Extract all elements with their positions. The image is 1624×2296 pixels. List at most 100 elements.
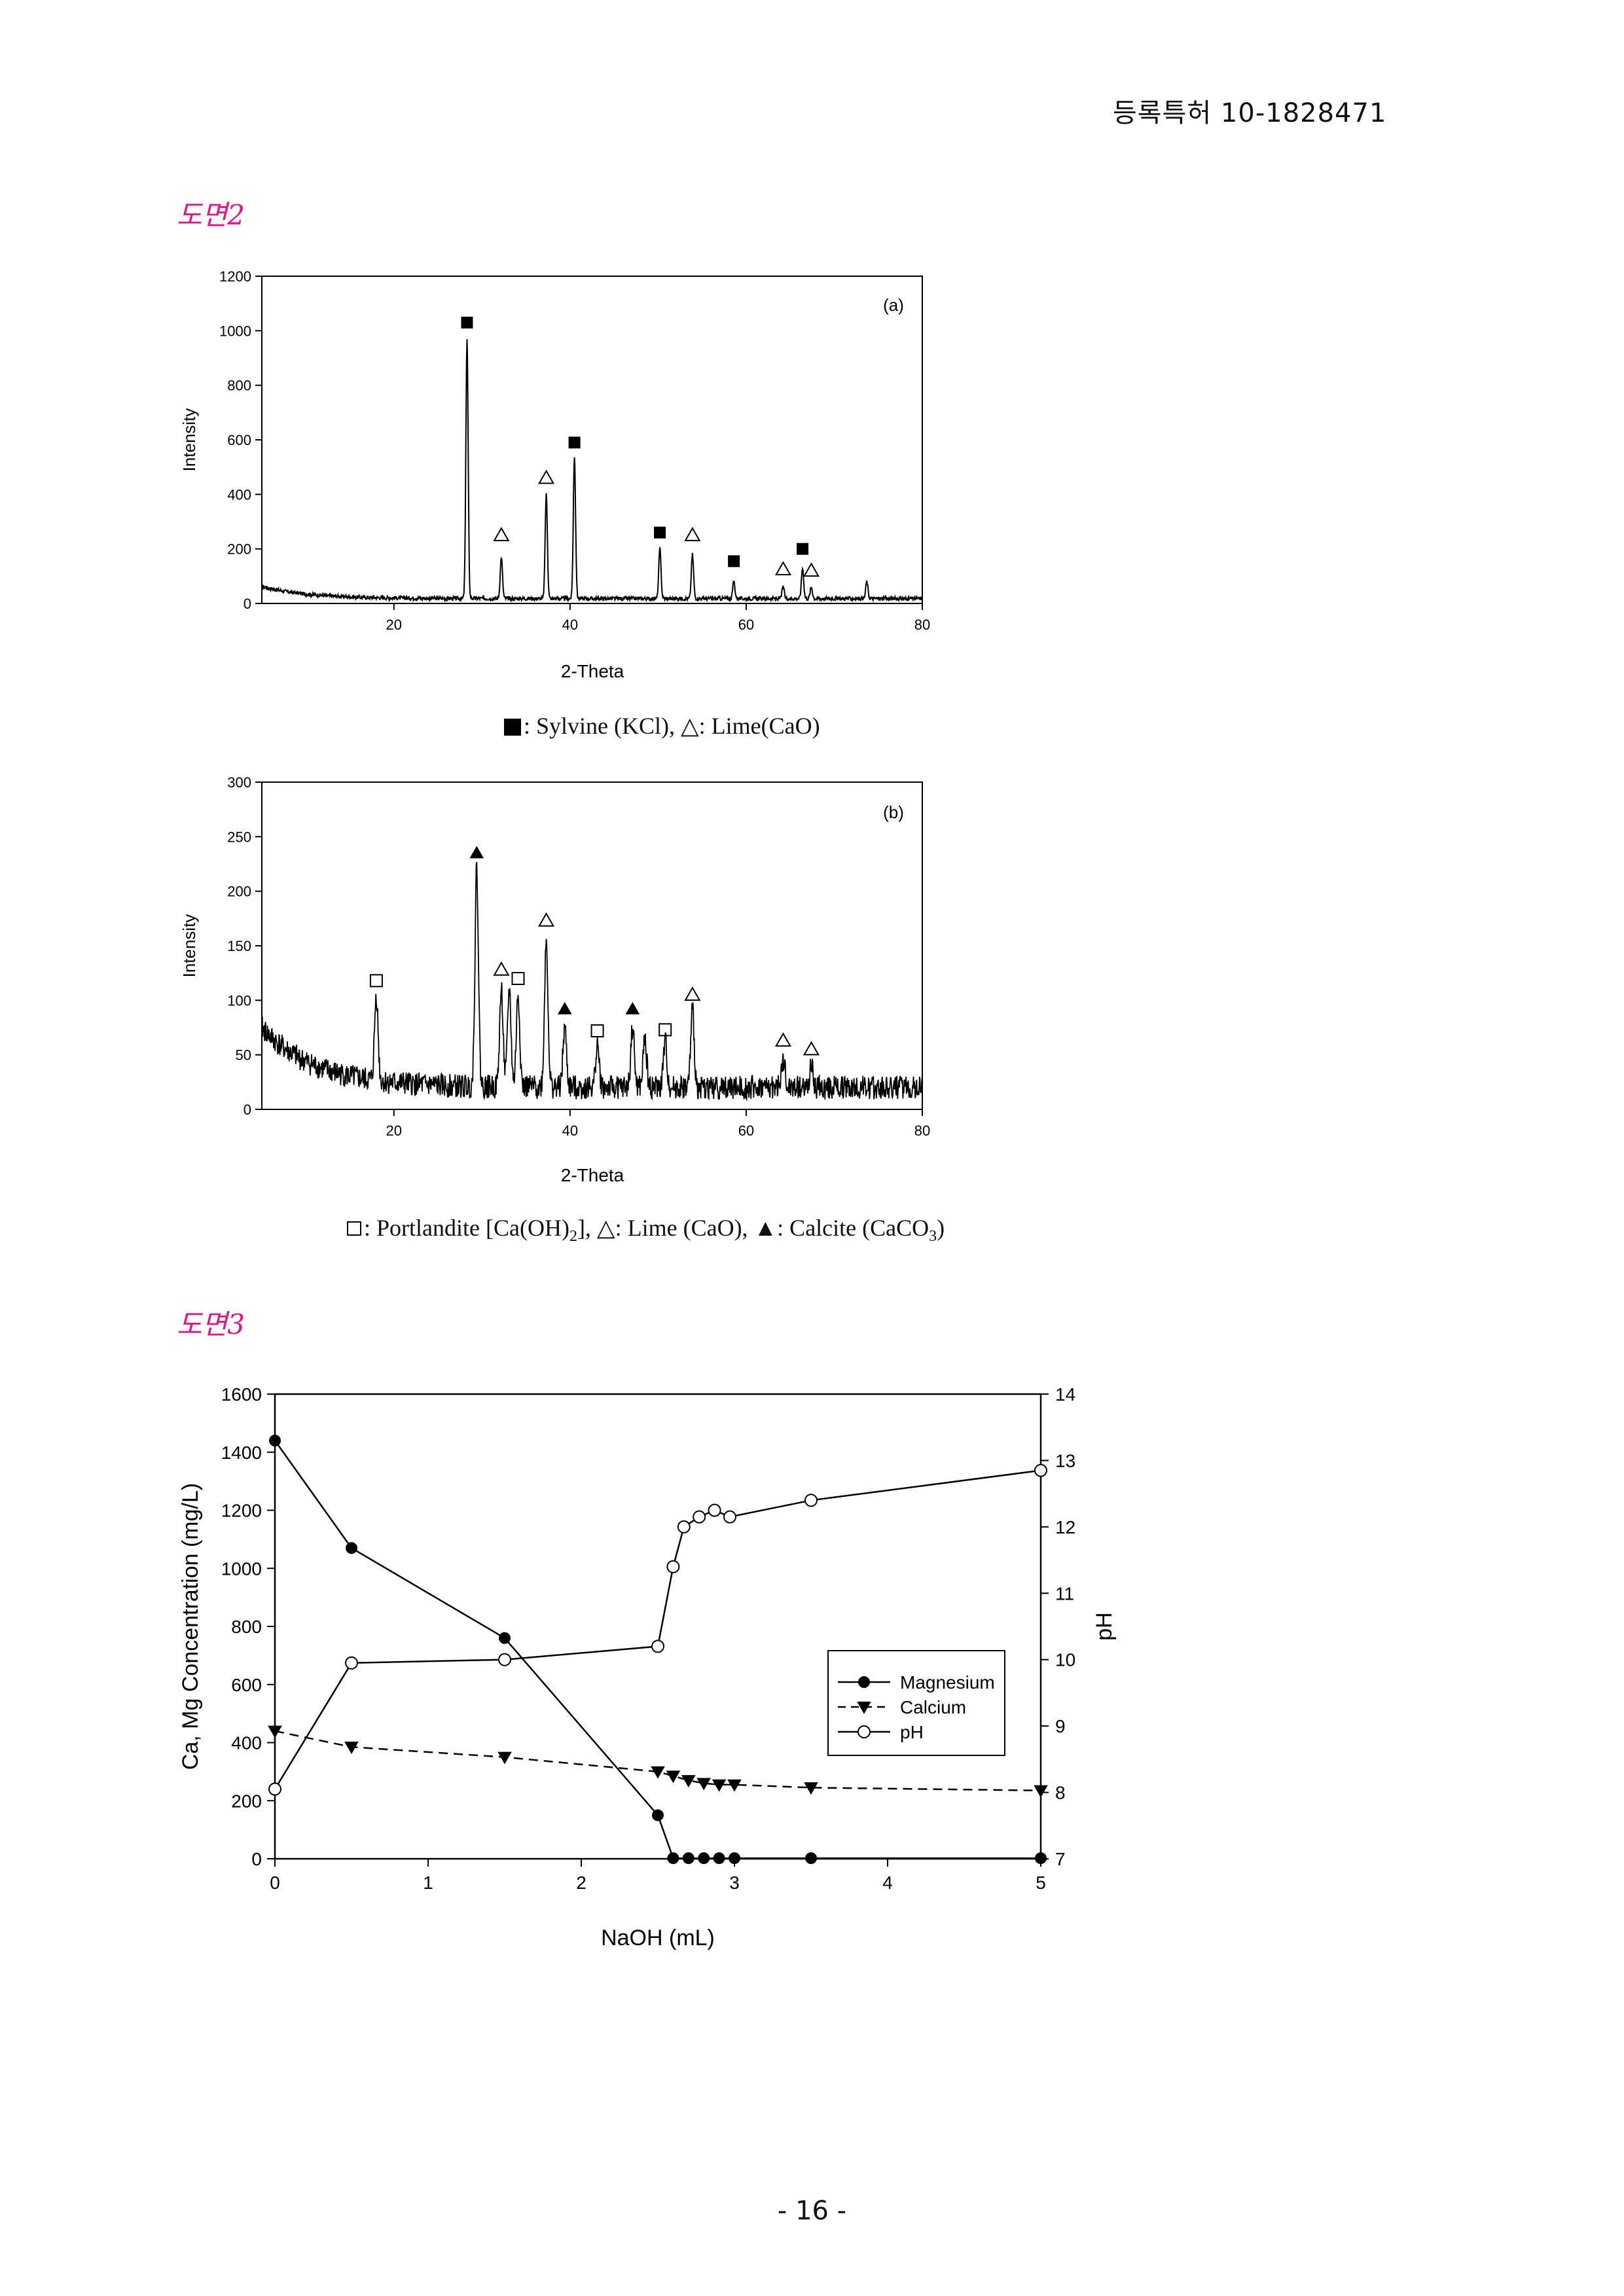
data-point <box>677 1520 691 1534</box>
legend-text: : Sylvine (KCl), △: Lime(CaO) <box>524 713 820 739</box>
data-point <box>1034 1785 1048 1798</box>
open-square-marker <box>659 1023 672 1037</box>
data-point <box>712 1779 727 1792</box>
y-tick-label: 150 <box>227 938 251 954</box>
x-axis-label: NaOH (mL) <box>601 1926 715 1950</box>
y-tick-label: 50 <box>236 1047 251 1064</box>
y-tick-label: 0 <box>244 1102 251 1118</box>
y-left-tick-label: 800 <box>231 1617 262 1637</box>
x-tick-label: 2 <box>576 1873 586 1893</box>
series-calcium <box>268 1725 1048 1798</box>
y-right-tick-label: 13 <box>1055 1450 1075 1471</box>
data-point <box>268 1725 282 1738</box>
y-left-tick-label: 200 <box>231 1791 262 1811</box>
series-ph <box>268 1463 1047 1796</box>
data-point <box>698 1852 710 1865</box>
open-triangle-marker <box>774 561 791 576</box>
open-triangle-marker <box>538 469 555 484</box>
data-point <box>499 1632 511 1644</box>
y-right-tick-label: 14 <box>1055 1384 1075 1405</box>
x-tick-label: 20 <box>386 1122 402 1139</box>
data-point <box>666 1560 680 1573</box>
data-point <box>269 1435 281 1446</box>
plot-frame <box>261 276 923 604</box>
y-tick-label: 1000 <box>219 323 251 339</box>
panel-tag: (a) <box>883 295 904 315</box>
y-right-tick-label: 10 <box>1055 1650 1075 1670</box>
series-magnesium <box>269 1435 1047 1865</box>
data-point <box>651 1766 665 1779</box>
open-square-marker <box>590 1024 604 1037</box>
legend-subscript-3: 3 <box>929 1228 937 1246</box>
data-point <box>344 1742 359 1754</box>
xrd-chart-a: 0 200 400 600 800 1000 1200 20 40 60 80 (a) 2-The… <box>179 268 930 681</box>
data-point <box>666 1770 681 1784</box>
data-point <box>708 1503 721 1517</box>
open-triangle-marker <box>538 912 555 927</box>
y-tick-label: 600 <box>227 432 251 448</box>
y-right-tick-label: 12 <box>1055 1517 1075 1537</box>
legend-marker <box>857 1725 871 1738</box>
filled-square-icon <box>504 719 521 736</box>
y-axis-right-label: pH <box>1092 1612 1117 1640</box>
data-point <box>682 1852 695 1865</box>
open-triangle-marker <box>684 527 701 541</box>
legend-marker <box>858 1676 870 1688</box>
open-triangle-marker <box>774 1032 791 1047</box>
y-tick-label: 200 <box>227 884 251 900</box>
open-square-icon <box>347 1221 361 1236</box>
legend-caption-a: : Sylvine (KCl), △: Lime(CaO) <box>504 712 820 740</box>
x-tick-label: 60 <box>738 617 754 633</box>
y-right-tick-label: 11 <box>1055 1583 1074 1604</box>
y-right-tick-label: 8 <box>1055 1783 1066 1803</box>
legend-entry-calcium: Calcium <box>900 1697 966 1717</box>
x-tick-label: 60 <box>738 1122 754 1139</box>
open-triangle-marker <box>493 961 510 976</box>
data-point <box>346 1542 357 1554</box>
y-tick-label: 250 <box>227 829 251 845</box>
filled-square-marker <box>568 437 581 449</box>
page-number: - 16 - <box>777 2196 847 2226</box>
x-tick-label: 1 <box>423 1873 433 1893</box>
legend-marker <box>857 1701 871 1714</box>
data-point <box>268 1782 281 1796</box>
legend-box <box>827 1650 1005 1756</box>
data-point <box>729 1852 740 1865</box>
data-point <box>345 1656 358 1670</box>
y-left-tick-label: 0 <box>251 1849 262 1869</box>
x-tick-label: 0 <box>270 1873 280 1893</box>
data-point <box>497 1751 512 1765</box>
data-point <box>652 1809 664 1821</box>
y-axis-label: Intensity <box>179 914 199 978</box>
data-point <box>696 1778 711 1791</box>
y-tick-label: 100 <box>227 992 251 1009</box>
y-left-tick-label: 1600 <box>221 1384 262 1405</box>
legend: Magnesium Calcium pH <box>827 1650 1005 1756</box>
data-point <box>693 1510 706 1524</box>
data-point <box>713 1852 725 1865</box>
filled-square-marker <box>461 316 473 329</box>
filled-square-marker <box>654 526 666 539</box>
data-point <box>804 1494 818 1507</box>
open-square-marker <box>511 972 525 985</box>
y-tick-label: 400 <box>227 486 251 503</box>
y-axis-label: Intensity <box>179 408 199 472</box>
y-left-tick-label: 1400 <box>221 1443 262 1463</box>
x-tick-label: 40 <box>562 1122 578 1139</box>
open-triangle-marker <box>493 527 510 541</box>
y-right-tick-label: 9 <box>1055 1716 1066 1736</box>
legend-caption-b: : Portlandite [Ca(OH)2], △: Lime (CaO), … <box>347 1214 945 1246</box>
legend-subscript-2: 2 <box>569 1228 577 1246</box>
y-axis-left-label: Ca, Mg Concentration (mg/L) <box>178 1483 203 1770</box>
data-point <box>667 1852 679 1865</box>
x-tick-label: 4 <box>882 1873 893 1893</box>
figure2-label: 도면2 <box>177 199 245 231</box>
figure3-label: 도면3 <box>177 1308 245 1340</box>
legend-entry-ph: pH <box>900 1722 924 1742</box>
y-tick-label: 200 <box>227 541 251 558</box>
y-tick-label: 1200 <box>219 268 251 285</box>
panel-tag: (b) <box>883 802 904 822</box>
filled-triangle-marker <box>557 1001 572 1014</box>
open-triangle-marker <box>803 562 820 577</box>
